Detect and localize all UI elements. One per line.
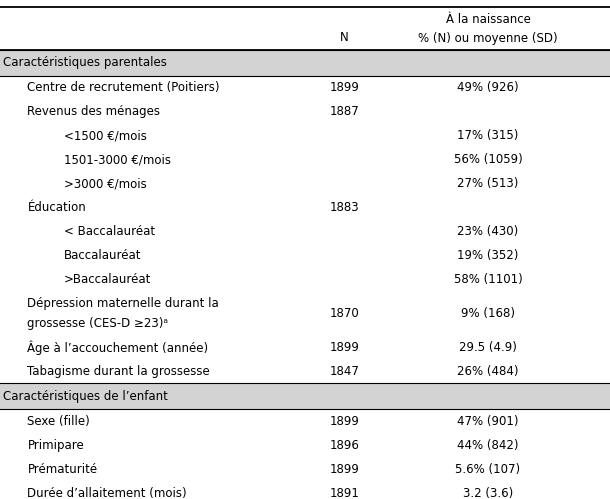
Text: 29.5 (4.9): 29.5 (4.9) bbox=[459, 341, 517, 354]
Text: Baccalauréat: Baccalauréat bbox=[64, 249, 142, 262]
Text: Éducation: Éducation bbox=[27, 201, 86, 214]
Text: 1899: 1899 bbox=[330, 341, 359, 354]
Text: 1501-3000 €/mois: 1501-3000 €/mois bbox=[64, 153, 171, 166]
Text: Sexe (fille): Sexe (fille) bbox=[27, 415, 90, 428]
Text: 27% (513): 27% (513) bbox=[458, 177, 518, 190]
Text: >3000 €/mois: >3000 €/mois bbox=[64, 177, 147, 190]
Bar bbox=[0, 50, 610, 76]
Text: % (N) ou moyenne (SD): % (N) ou moyenne (SD) bbox=[418, 31, 558, 44]
Text: <1500 €/mois: <1500 €/mois bbox=[64, 129, 147, 142]
Text: 1883: 1883 bbox=[330, 201, 359, 214]
Text: grossesse (CES-D ≥23)ᵃ: grossesse (CES-D ≥23)ᵃ bbox=[27, 317, 168, 330]
Text: 44% (842): 44% (842) bbox=[458, 439, 518, 452]
Text: Caractéristiques parentales: Caractéristiques parentales bbox=[3, 56, 167, 69]
Text: 5.6% (107): 5.6% (107) bbox=[456, 463, 520, 476]
Text: 23% (430): 23% (430) bbox=[458, 225, 518, 238]
Text: 17% (315): 17% (315) bbox=[458, 129, 518, 142]
Text: Durée d’allaitement (mois): Durée d’allaitement (mois) bbox=[27, 487, 187, 499]
Text: N: N bbox=[340, 30, 349, 44]
Text: Caractéristiques de l’enfant: Caractéristiques de l’enfant bbox=[3, 390, 168, 403]
Text: 1899: 1899 bbox=[330, 463, 359, 476]
Text: 26% (484): 26% (484) bbox=[458, 365, 518, 378]
Text: Primipare: Primipare bbox=[27, 439, 84, 452]
Text: Tabagisme durant la grossesse: Tabagisme durant la grossesse bbox=[27, 365, 210, 378]
Text: 1896: 1896 bbox=[330, 439, 359, 452]
Text: Revenus des ménages: Revenus des ménages bbox=[27, 105, 160, 118]
Text: À la naissance: À la naissance bbox=[445, 13, 531, 26]
Text: 9% (168): 9% (168) bbox=[461, 307, 515, 320]
Text: >Baccalauréat: >Baccalauréat bbox=[64, 273, 151, 286]
Text: 1870: 1870 bbox=[330, 307, 359, 320]
Text: 1899: 1899 bbox=[330, 415, 359, 428]
Text: 19% (352): 19% (352) bbox=[458, 249, 518, 262]
Text: 49% (926): 49% (926) bbox=[457, 81, 519, 94]
Text: Centre de recrutement (Poitiers): Centre de recrutement (Poitiers) bbox=[27, 81, 220, 94]
Text: 56% (1059): 56% (1059) bbox=[454, 153, 522, 166]
Text: Âge à l’accouchement (année): Âge à l’accouchement (année) bbox=[27, 340, 209, 355]
Text: 1847: 1847 bbox=[330, 365, 359, 378]
Text: 1887: 1887 bbox=[330, 105, 359, 118]
Text: Prématurité: Prématurité bbox=[27, 463, 98, 476]
Text: 58% (1101): 58% (1101) bbox=[454, 273, 522, 286]
Text: < Baccalauréat: < Baccalauréat bbox=[64, 225, 155, 238]
Text: 3.2 (3.6): 3.2 (3.6) bbox=[463, 487, 513, 499]
Text: 1891: 1891 bbox=[330, 487, 359, 499]
Text: Dépression maternelle durant la: Dépression maternelle durant la bbox=[27, 297, 219, 310]
Text: 1899: 1899 bbox=[330, 81, 359, 94]
Bar bbox=[0, 383, 610, 409]
Text: 47% (901): 47% (901) bbox=[458, 415, 518, 428]
